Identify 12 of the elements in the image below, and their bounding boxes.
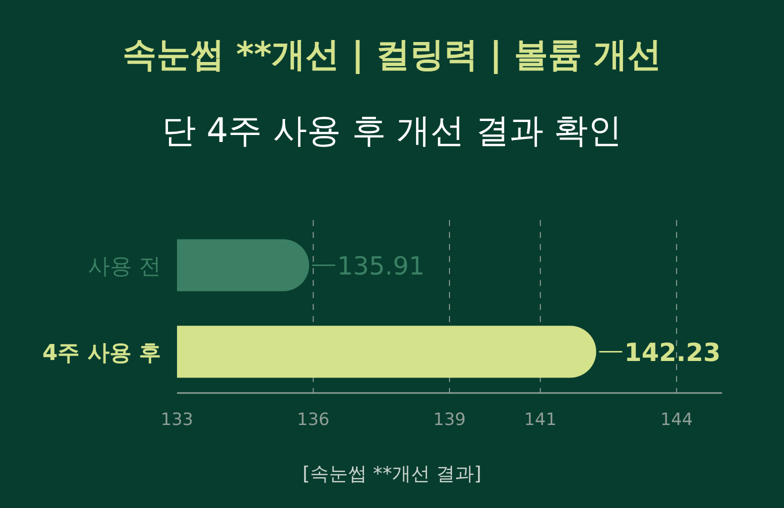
x-tick-label: 139: [433, 410, 466, 430]
x-tick-label: 144: [660, 410, 693, 430]
text: [속눈썹 **개선 결과]: [302, 463, 482, 485]
data-label: 135.91: [337, 251, 425, 280]
x-tick-label: 136: [297, 410, 330, 430]
data-label: 142.23: [624, 338, 721, 367]
x-tick-label: 141: [524, 410, 557, 430]
y-tick-label: 사용 전: [88, 254, 161, 280]
chart-title: 속눈썹 **개선 | 컬링력 | 볼륨 개선: [122, 35, 662, 75]
y-tick-label: 4주 사용 후: [42, 340, 161, 366]
chart-subtitle: 단 4주 사용 후 개선 결과 확인: [162, 111, 622, 151]
x-tick-label: 133: [160, 410, 194, 430]
